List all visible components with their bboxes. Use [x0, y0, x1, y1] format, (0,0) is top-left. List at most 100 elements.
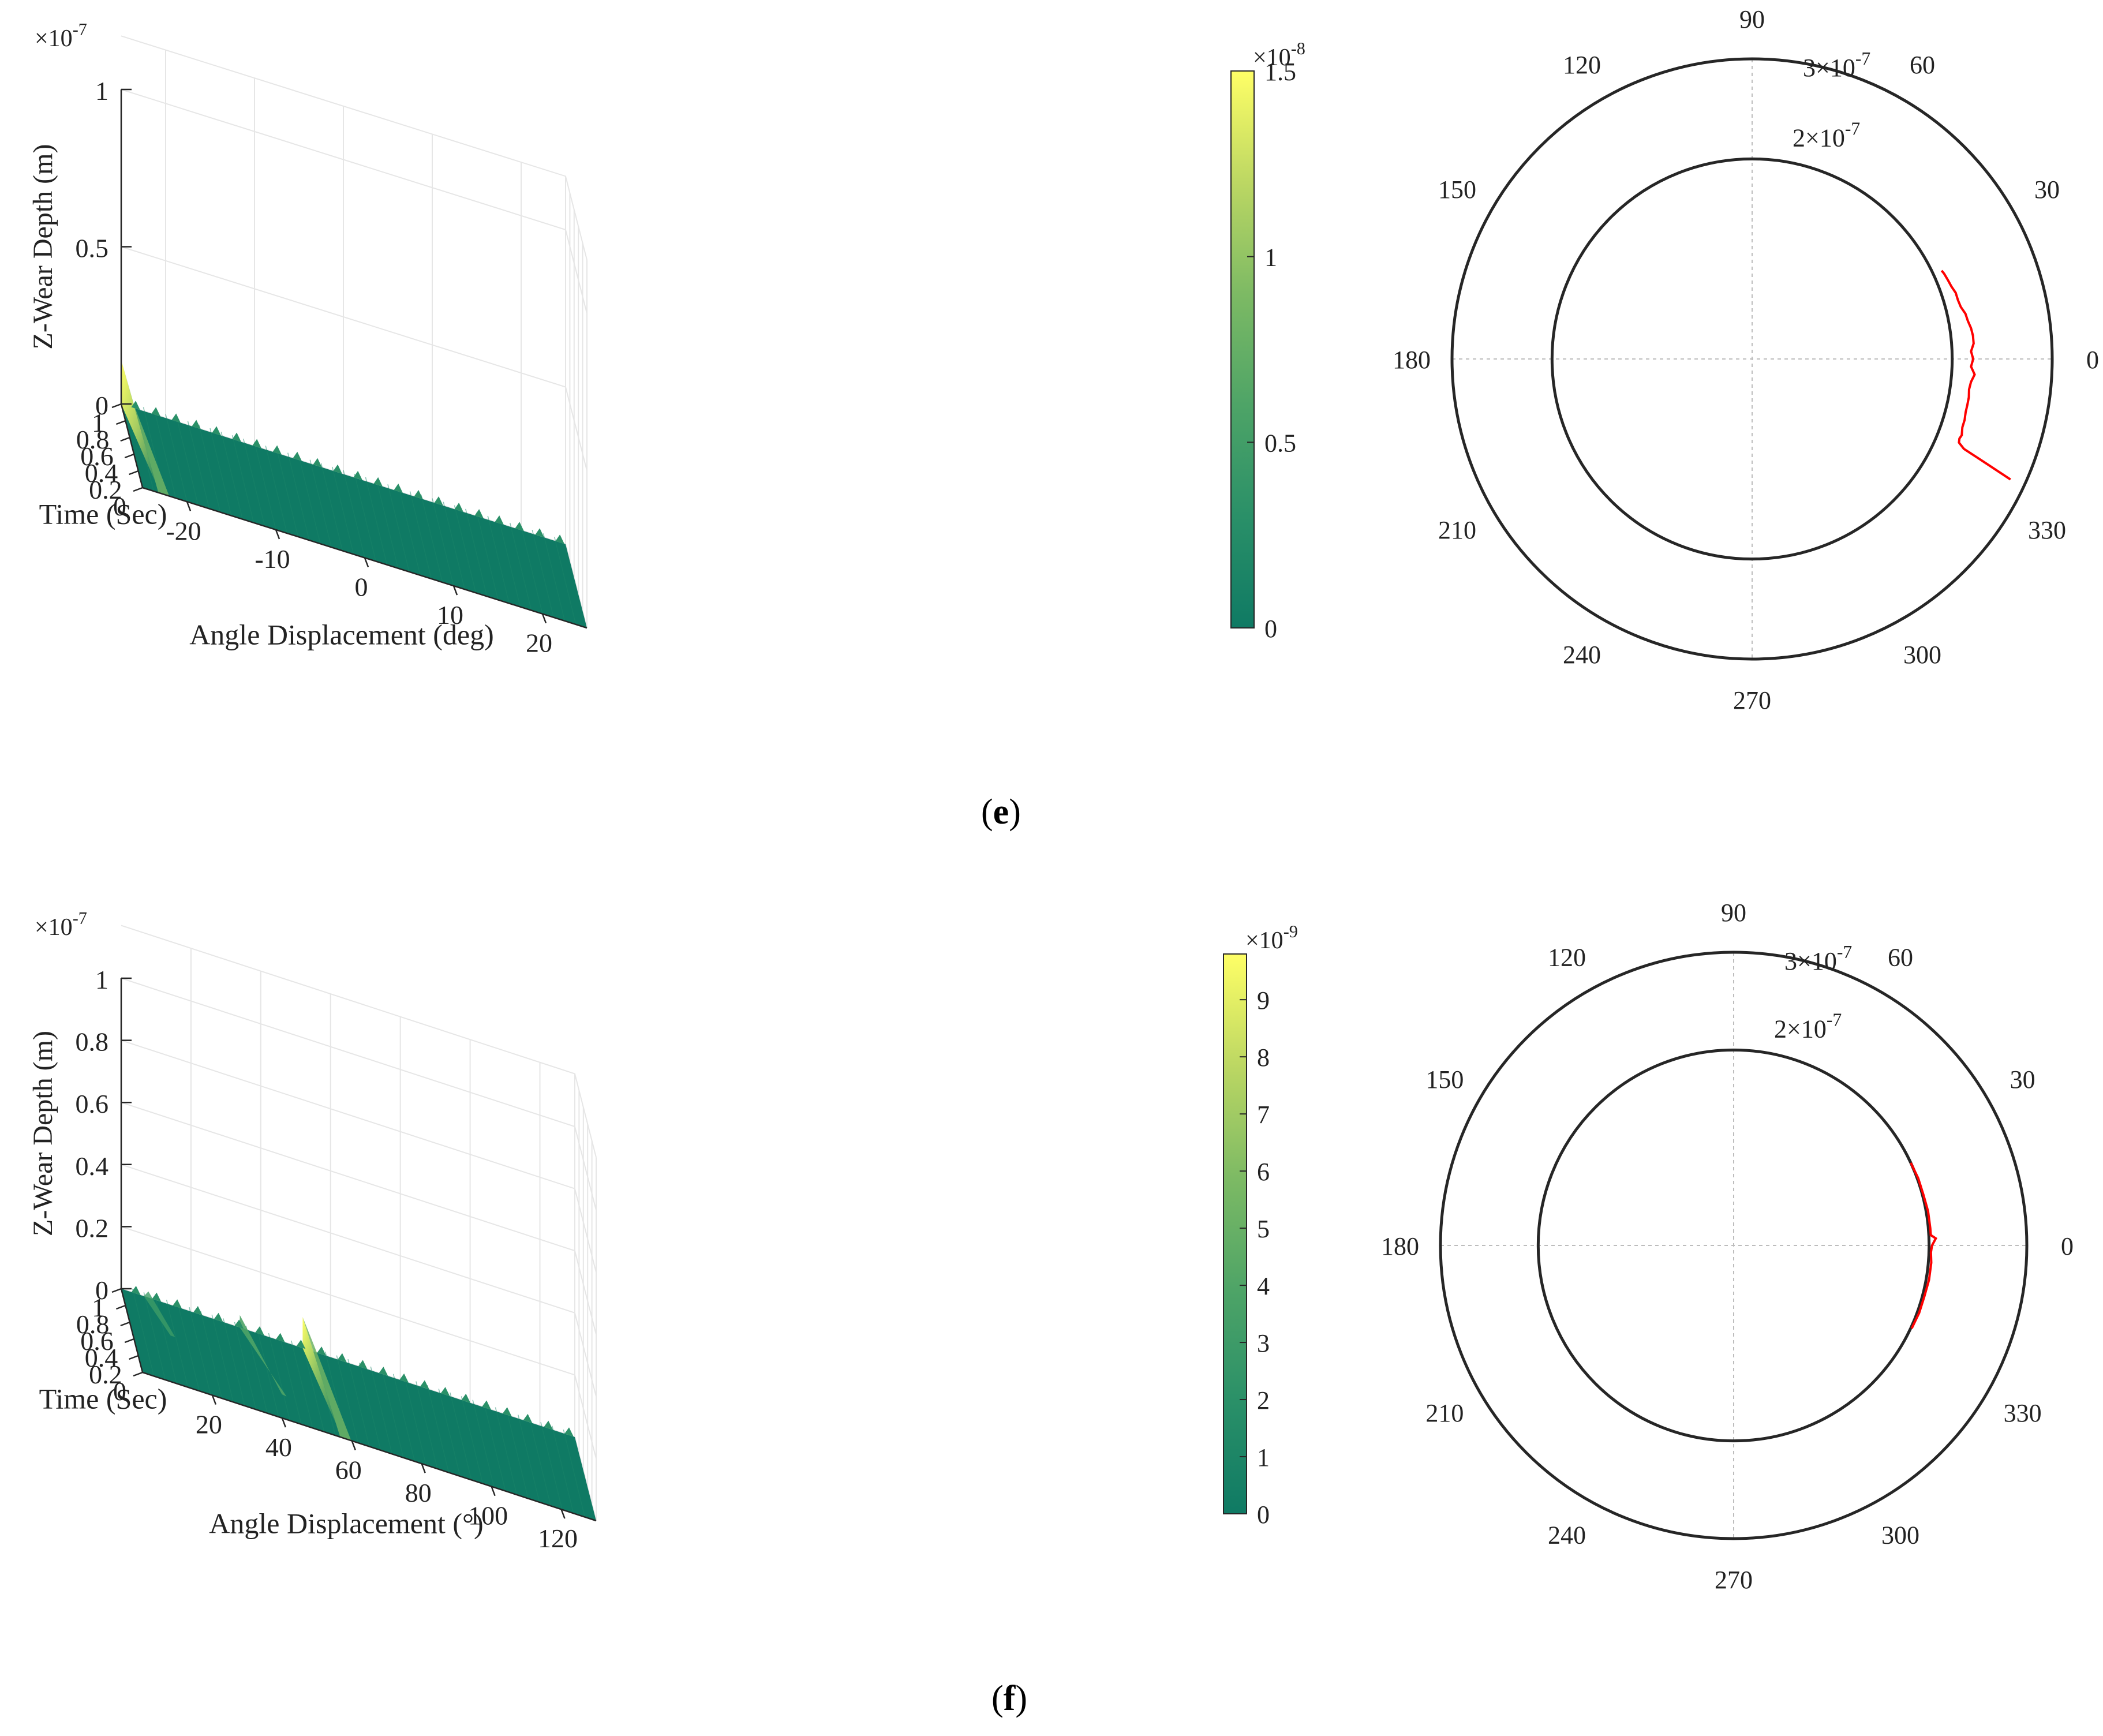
surface-striation [199, 424, 221, 512]
y-tick [115, 1304, 126, 1310]
surface-striation [302, 1344, 325, 1432]
surface-striation [189, 1307, 211, 1395]
polar-plot-f: 0 30 60 90 120 150 180 210 240 270 300 330 2×10-7 3×1… [1381, 899, 2074, 1594]
colorbar-tick-label: 4 [1257, 1272, 1270, 1300]
surface-striation [265, 446, 287, 534]
z-axis-label: Z-Wear Depth (m) [28, 1031, 58, 1236]
y-tick [133, 1371, 143, 1377]
x-tick [186, 501, 192, 511]
surface-striation [209, 428, 232, 516]
colorbar-tick-label: 9 [1257, 986, 1270, 1015]
surface-edge-bump [555, 534, 564, 544]
x-tick-label: 0 [355, 573, 368, 602]
surface-striation [443, 502, 465, 590]
grid-z-line [121, 89, 588, 314]
z-tick-label: 0.5 [76, 234, 109, 263]
polar-theta-label: 120 [1563, 51, 1601, 79]
x-tick-label: -20 [166, 516, 201, 545]
polar-plot-e: 0 30 60 90 120 150 180 210 240 270 300 330 2×10-7 3×1… [1393, 5, 2099, 714]
x-axis-label: Angle Displacement (°) [209, 1507, 483, 1540]
z-axis-label: Z-Wear Depth (m) [28, 144, 58, 350]
y-tick [133, 487, 143, 492]
polar-theta-label: 330 [2028, 516, 2066, 544]
surface-striation [132, 1288, 155, 1376]
x-tick-label: 20 [526, 628, 552, 658]
polar-theta-label: 330 [2004, 1399, 2042, 1427]
polar-theta-label: 240 [1548, 1521, 1586, 1550]
surface-striation [387, 484, 410, 572]
surface-striation [450, 1392, 472, 1480]
x-axis-label: Angle Displacement (deg) [189, 619, 494, 651]
x-tick-label: 100 [468, 1501, 508, 1531]
surface-plot-f: 00.20.40.60.81×10-7Z-Wear Depth (m)00.20… [28, 908, 1298, 1553]
surface-striation [354, 473, 376, 562]
colorbar [1230, 70, 1255, 628]
surface-striation [187, 421, 210, 509]
polar-outer-circle [1439, 951, 2029, 1540]
y-tick-label: 0 [113, 1376, 126, 1406]
surface-striation [234, 1322, 257, 1410]
surface-edge-bump [333, 464, 342, 474]
y-tick-label: 0.2 [89, 1360, 122, 1389]
surface-edge-bump [212, 426, 221, 436]
surface-striation [376, 481, 399, 568]
y-tick [111, 1288, 122, 1293]
colorbar-tick-label: 2 [1257, 1386, 1270, 1415]
colorbar [1223, 953, 1247, 1514]
surface-striation [276, 449, 299, 537]
x-tick [211, 1395, 217, 1405]
surface-edge-bump [535, 528, 544, 538]
y-tick [111, 403, 122, 409]
surface-striation [563, 1429, 586, 1517]
surface-striation [154, 410, 177, 499]
surface-edge-bump [272, 445, 282, 455]
surface-striation [231, 435, 255, 523]
caption-f: (f) [991, 1679, 1027, 1718]
y-tick-label: 0.2 [89, 475, 122, 504]
surface-striation [211, 1314, 234, 1402]
surface-striation [254, 442, 276, 530]
surface-striation [421, 495, 443, 583]
surface-striation [279, 1337, 302, 1425]
surface-striation [461, 1396, 484, 1484]
polar-theta-label: 30 [2034, 175, 2060, 204]
colorbar-tick-label: 6 [1257, 1158, 1270, 1186]
surface-edge-bump [317, 1346, 327, 1356]
surface-striation [398, 488, 421, 576]
z-multiplier: ×10-7 [35, 908, 87, 941]
y-tick-label: 0.8 [76, 425, 110, 454]
x-tick-label: 80 [405, 1478, 432, 1507]
surface-striation [381, 1370, 404, 1458]
y-tick [120, 1321, 130, 1327]
surface-striation [291, 1340, 313, 1428]
colorbar-tick-label: 0 [1264, 615, 1277, 643]
polar-r-label: 3×10-7 [1803, 48, 1870, 82]
surface-striation [409, 491, 432, 579]
surface-striation [554, 537, 577, 625]
surface-striation [432, 498, 454, 586]
surface-edge-bump [379, 1367, 388, 1376]
y-tick-label: 0 [113, 492, 126, 521]
surface-striation [542, 533, 566, 622]
surface-edge-bump [523, 1413, 533, 1423]
surface-edge-bump [394, 483, 403, 493]
surface-striation [243, 439, 265, 527]
surface-striation [540, 1422, 563, 1510]
z-tick-label: 0 [95, 1275, 108, 1305]
colorbar-tick-label: 7 [1257, 1101, 1270, 1129]
x-tick [275, 529, 280, 540]
caption-f-letter: f [1003, 1679, 1016, 1718]
x-tick-label: 60 [335, 1456, 362, 1485]
polar-theta-label: 150 [1438, 175, 1476, 204]
surface-striation [518, 1415, 540, 1503]
x-tick [452, 585, 458, 596]
y-tick-label: 0.4 [85, 1343, 118, 1372]
y-tick-label: 1 [92, 1293, 105, 1322]
x-tick [491, 1486, 496, 1496]
polar-theta-label: 90 [1721, 899, 1746, 927]
surface-striation [465, 508, 488, 597]
polar-theta-label: 0 [2061, 1232, 2074, 1260]
surface-striation [487, 515, 510, 604]
surface-striation [416, 1381, 438, 1469]
surface-striation [358, 1363, 381, 1451]
